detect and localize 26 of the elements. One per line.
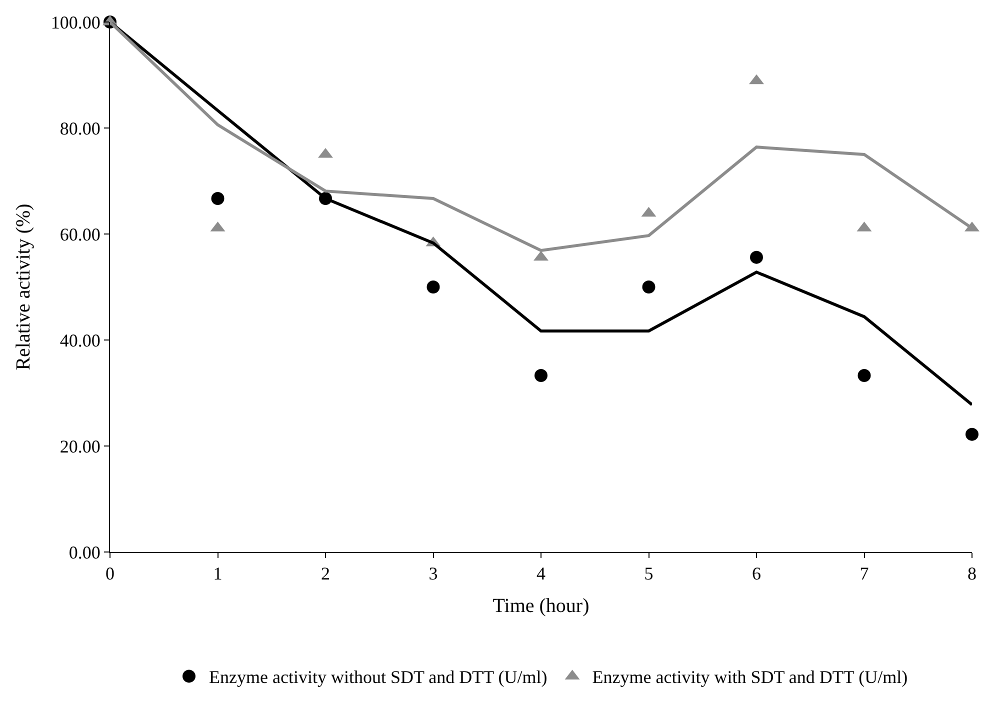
x-tick-label: 7 (860, 564, 869, 584)
point (426, 280, 440, 294)
point (750, 250, 763, 264)
y-tick-label: 80.00 (60, 118, 100, 138)
point (858, 369, 871, 382)
x-tick-label: 5 (644, 564, 654, 584)
x-tick-label: 0 (106, 564, 114, 584)
point (211, 192, 224, 205)
x-axis-title: Time (hour) (492, 595, 590, 618)
y-tick-label: 60.00 (60, 224, 100, 244)
x-tick-label: 1 (213, 564, 222, 584)
legend-label: Enzyme activity without SDT and DTT (U/ml) (209, 667, 548, 688)
x-tick-label: 6 (752, 564, 761, 584)
legend-label: Enzyme activity with SDT and DTT (U/ml) (592, 667, 908, 688)
point (966, 428, 978, 441)
x-tick-label: 2 (321, 564, 330, 584)
x-tick-label: 3 (428, 564, 438, 584)
y-tick-label: 100.00 (50, 12, 100, 32)
x-tick-label: 8 (968, 564, 976, 584)
x-tick-label: 4 (536, 564, 546, 584)
point (642, 280, 656, 294)
y-axis-title: Relative activity (%) (12, 204, 34, 370)
y-tick-label: 0.00 (68, 542, 100, 562)
y-tick-label: 40.00 (60, 330, 100, 350)
point (534, 369, 548, 382)
y-tick-label: 20.00 (60, 436, 100, 456)
